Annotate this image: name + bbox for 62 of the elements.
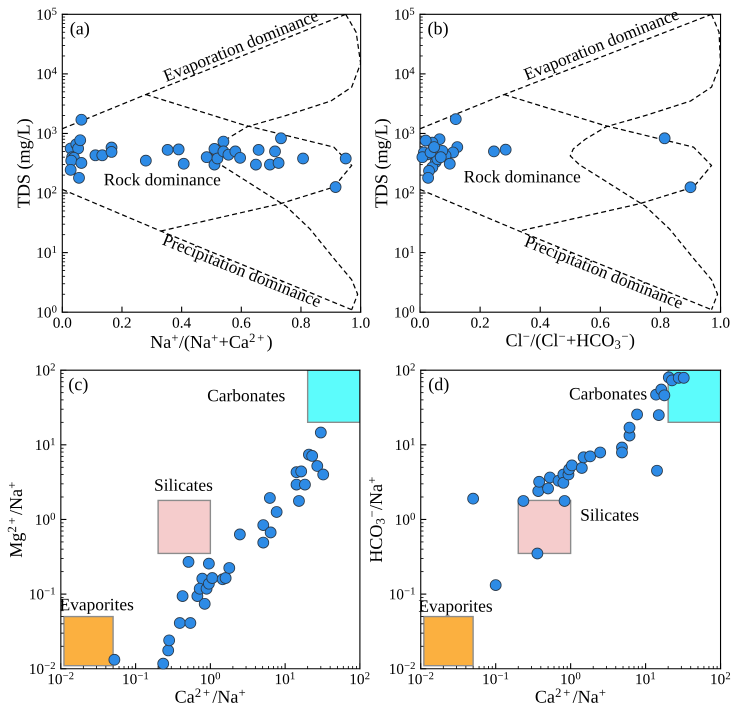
x-tick-label: 10$^{−1}$: [123, 672, 148, 684]
x-tick-label: 10$^{−2}$: [408, 672, 434, 684]
annotation: Rock dominance: [464, 170, 580, 182]
x-tick-label: 1.0: [712, 317, 730, 328]
x-tick-label: 0.2: [113, 317, 131, 328]
x-tick-label: 10$^{0}$: [561, 672, 580, 684]
x-tick-label: 10$^{−2}$: [48, 672, 74, 684]
y-tick-label: 10$^{5}$: [38, 8, 57, 20]
x-tick-label: 0.8: [292, 317, 310, 328]
x-tick-label: 0.8: [651, 317, 670, 328]
x-tick-label: 0.0: [411, 317, 429, 328]
annotation: Silicates: [581, 508, 638, 521]
y-tick-label: 10$^{3}$: [395, 126, 414, 139]
y-tick-label: 10$^{1}$: [395, 246, 414, 258]
x-tick-label: 10$^{1}$: [276, 672, 295, 684]
annotation: Carbonates: [208, 389, 285, 402]
y-tick-label: 10$^{−1}$: [390, 587, 415, 600]
x-tick-label: 0.6: [232, 317, 250, 328]
y-axis-title: Mg$^{2+}$/Na$^{+}$: [8, 482, 26, 558]
y-tick-label: 10$^{2}$: [36, 363, 55, 376]
y-axis-title: HCO$_{3}$$^{−}$/Na$^{+}$: [369, 477, 385, 562]
y-tick-label: 10$^{1}$: [36, 438, 55, 450]
x-tick-label: 0.2: [471, 317, 489, 328]
y-tick-label: 10$^{0}$: [396, 512, 415, 525]
x-axis-title: Ca$^{2+}$/Na$^{+}$: [536, 688, 606, 703]
y-tick-label: 10$^{−1}$: [30, 587, 55, 600]
y-tick-label: 10$^{4}$: [38, 67, 57, 80]
y-tick-label: 10$^{1}$: [396, 438, 415, 450]
y-tick-label: 10$^{2}$: [396, 363, 415, 376]
chart-title: (d): [429, 378, 448, 394]
annotation: Carbonates: [570, 387, 647, 400]
x-tick-label: 10$^{2}$: [350, 672, 370, 684]
y-tick-label: 10$^{4}$: [395, 67, 414, 80]
annotation: Rock dominance: [104, 173, 220, 186]
y-tick-label: 10$^{2}$: [395, 186, 414, 198]
x-axis-title: Ca$^{2+}$/Na$^{+}$: [175, 688, 246, 703]
x-tick-label: 10$^{0}$: [201, 672, 220, 684]
x-tick-label: 10$^{2}$: [711, 672, 730, 684]
annotation: Silicates: [155, 478, 212, 491]
y-tick-label: 10$^{0}$: [36, 512, 56, 525]
x-tick-label: 0.4: [172, 317, 191, 328]
chart-title: (b): [428, 22, 448, 38]
x-axis-title: Na$^{+}$/(Na$^{+}$+Ca$^{2+}$): [150, 334, 272, 352]
chart-title: (a): [70, 22, 90, 38]
x-tick-label: 0.4: [531, 317, 550, 328]
y-tick-label: 10$^{1}$: [38, 246, 56, 258]
x-tick-label: 10$^{1}$: [636, 672, 656, 684]
x-tick-label: 1.0: [352, 317, 370, 328]
chart-title: (c): [69, 378, 88, 394]
y-tick-label: 10$^{2}$: [38, 186, 56, 198]
y-tick-label: 10$^{0}$: [38, 305, 57, 318]
x-axis-title: Cl$^{−}$/(Cl$^{−}$+HCO$_{3}$$^{−}$): [506, 334, 634, 350]
x-tick-label: 0.0: [53, 317, 72, 328]
y-tick-label: 10$^{0}$: [395, 305, 414, 318]
x-tick-label: 10$^{−1}$: [483, 672, 508, 684]
y-tick-label: 10$^{−2}$: [390, 662, 415, 674]
y-axis-title: TDS (mg/L): [374, 119, 392, 208]
y-tick-label: 10$^{5}$: [395, 8, 414, 20]
y-tick-label: 10$^{3}$: [38, 126, 57, 139]
x-tick-label: 0.6: [591, 317, 610, 328]
y-tick-label: 10$^{−2}$: [30, 662, 55, 674]
y-axis-title: TDS (mg/L): [17, 119, 34, 208]
